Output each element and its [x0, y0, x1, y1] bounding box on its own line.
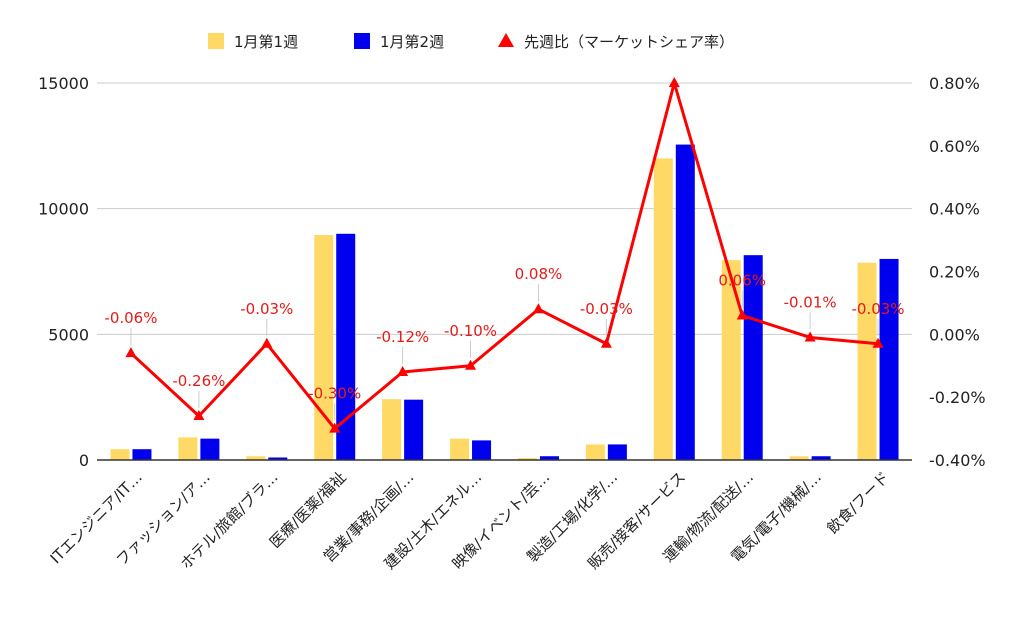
data-label: -0.30%	[308, 385, 361, 403]
bar	[246, 456, 266, 460]
line-point	[125, 347, 137, 358]
legend-label: 先週比（マーケットシェア率）	[524, 33, 734, 51]
legend: 1月第1週 1月第2週 先週比（マーケットシェア率）	[208, 33, 734, 51]
line-point	[804, 331, 816, 342]
bar	[268, 457, 288, 460]
data-label: -0.26%	[172, 372, 225, 390]
line-point	[397, 366, 409, 377]
data-label: -0.03%	[240, 300, 293, 318]
bar	[178, 437, 198, 460]
data-label: -0.12%	[376, 328, 429, 346]
bar	[472, 440, 492, 460]
legend-label: 1月第1週	[234, 33, 298, 51]
bar	[675, 144, 695, 460]
legend-label: 1月第2週	[380, 33, 444, 51]
y-right-tick-label: 0.20%	[929, 263, 980, 282]
bar	[450, 438, 470, 460]
bar	[110, 449, 130, 460]
bar	[653, 158, 673, 460]
data-label: -0.01%	[784, 293, 837, 311]
line-point	[532, 303, 544, 314]
line-point	[193, 410, 205, 421]
line-path	[129, 81, 879, 431]
y-left-tick-label: 10000	[38, 200, 89, 219]
data-label: -0.03%	[852, 300, 905, 318]
y-left-tick-label: 0	[79, 451, 89, 470]
line-point	[465, 359, 477, 370]
y-right-tick-label: 0.80%	[929, 74, 980, 93]
line-point	[329, 422, 341, 433]
legend-swatch	[354, 33, 370, 49]
bar	[382, 399, 402, 460]
bar	[132, 449, 152, 460]
y-left-tick-label: 5000	[48, 325, 89, 344]
line-point	[261, 337, 273, 348]
bar	[607, 444, 627, 460]
line-point	[872, 337, 884, 348]
legend-swatch	[208, 33, 224, 49]
data-label: 0.06%	[718, 271, 766, 289]
y-left-tick-label: 15000	[38, 74, 89, 93]
bar	[585, 444, 605, 460]
bar	[314, 235, 334, 460]
y-right-tick-label: -0.20%	[929, 388, 986, 407]
line-point	[736, 309, 748, 320]
bar	[721, 260, 741, 460]
axes: 0 5000 10000 15000 -0.40% -0.20% 0.00% 0.20% 0.4…	[38, 74, 986, 573]
data-label: -0.03%	[580, 300, 633, 318]
bars	[110, 144, 899, 460]
bar	[517, 457, 537, 460]
x-tick-label: 飲食/フード	[824, 468, 893, 537]
line-point	[600, 337, 612, 348]
line-point	[668, 77, 680, 87]
bar	[743, 255, 763, 460]
bar	[857, 262, 877, 460]
bar	[336, 233, 356, 460]
y-right-tick-label: 0.40%	[929, 200, 980, 219]
bar	[404, 399, 424, 460]
data-label: -0.06%	[104, 309, 157, 327]
y-right-tick-label: 0.00%	[929, 325, 980, 344]
y-right-tick-label: -0.40%	[929, 451, 986, 470]
gridlines	[97, 82, 912, 335]
bar	[879, 258, 899, 460]
bar	[789, 456, 809, 460]
legend-swatch	[498, 33, 514, 47]
share-line: -0.06% -0.26% -0.03% -0.30% -0.12% -0.10% 0.08…	[104, 77, 905, 433]
y-right-tick-label: 0.60%	[929, 137, 980, 156]
data-label: 0.08%	[515, 265, 563, 283]
data-label: -0.10%	[444, 322, 497, 340]
bar	[811, 456, 831, 460]
bar	[200, 438, 220, 460]
bar	[539, 456, 559, 460]
